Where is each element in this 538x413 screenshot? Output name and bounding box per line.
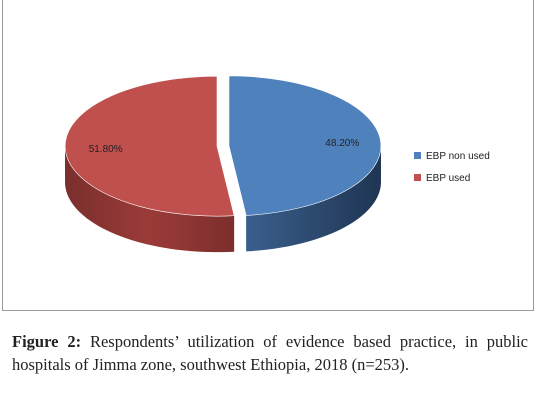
legend-swatch-ebp-used [414,174,421,181]
legend-swatch-ebp-non-used [414,152,421,159]
data-label-ebp-used: 51.80% [89,144,123,155]
pie-slice-ebp-used [64,75,235,217]
chart-frame: 48.20% 51.80% EBP non used EBP used [2,0,534,311]
pie-side-ebp-used [65,146,235,253]
legend-label-ebp-non-used: EBP non used [426,151,490,162]
legend-label-ebp-used: EBP used [426,173,470,184]
pie-slice-ebp-non-used [228,75,382,216]
data-label-ebp-non-used: 48.20% [325,138,359,149]
figure-label: Figure 2: [12,332,82,351]
pie-side-ebp-non-used [246,145,381,252]
figure-caption: Figure 2: Respondents’ utilization of ev… [12,330,528,376]
legend: EBP non used EBP used [414,151,490,184]
pie-chart: 48.20% 51.80% EBP non used EBP used [64,75,490,253]
figure-caption-text: Respondents’ utilization of evidence bas… [12,332,528,374]
